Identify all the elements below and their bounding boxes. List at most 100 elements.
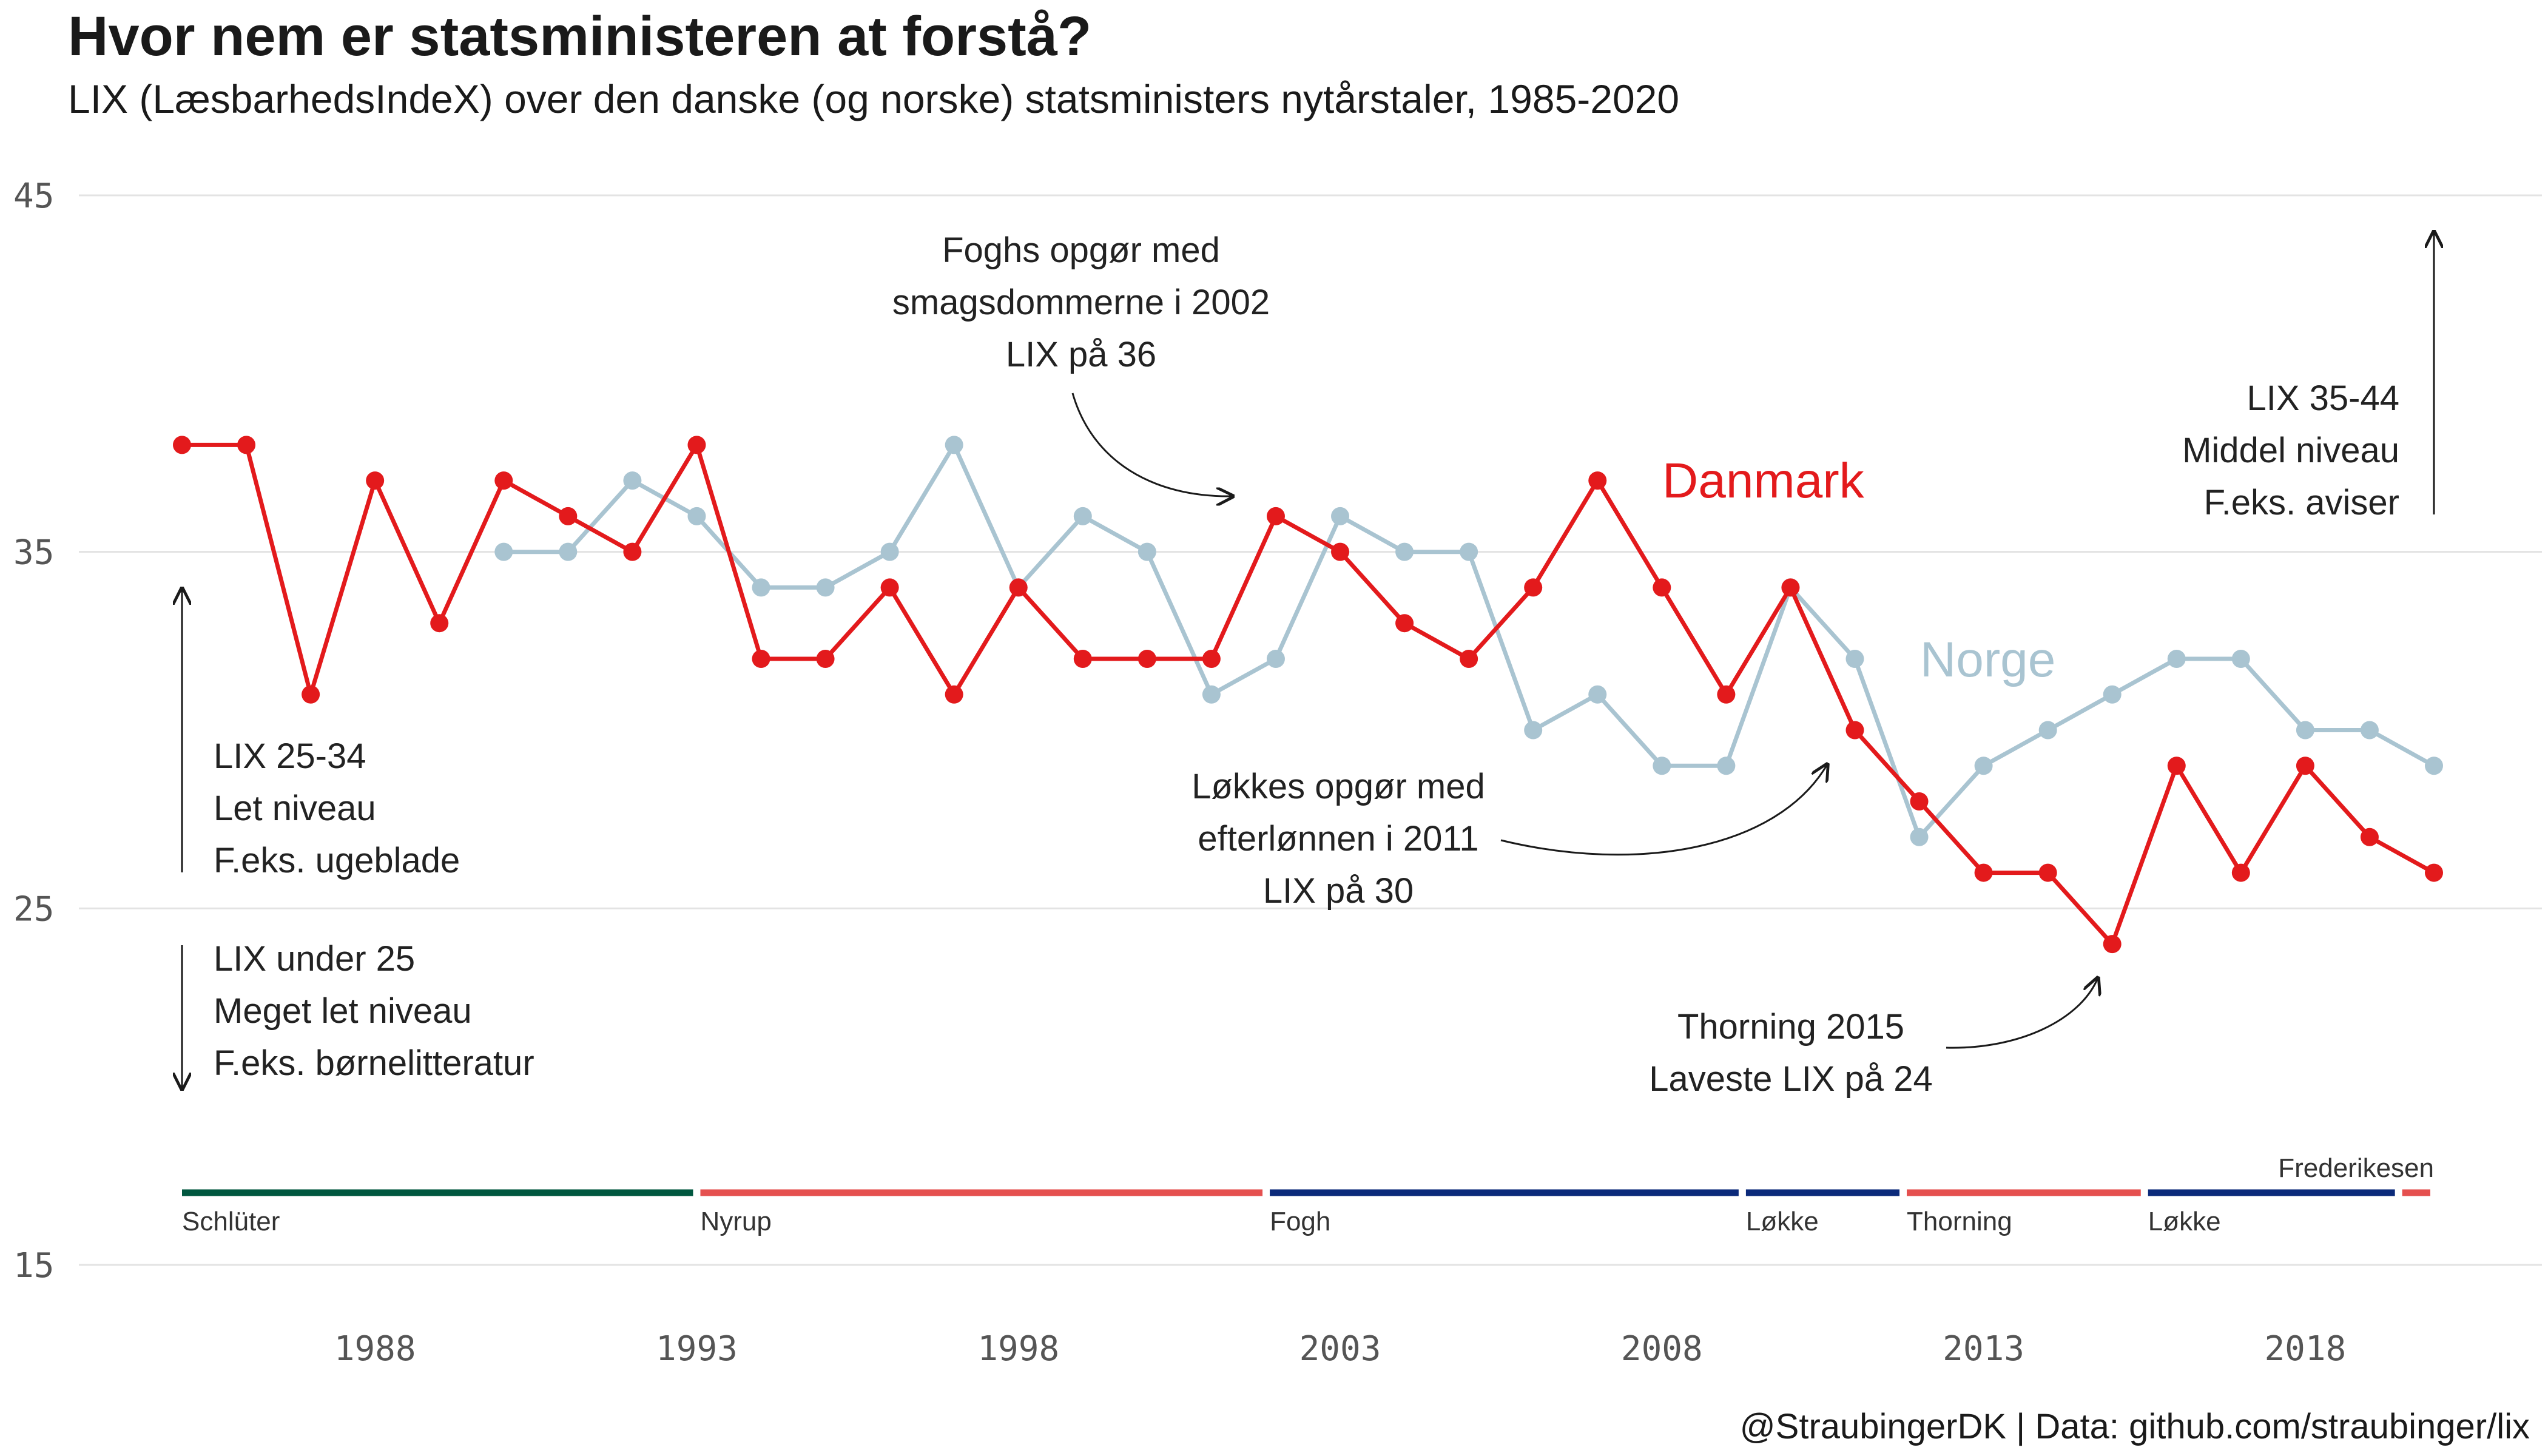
data-point — [1266, 649, 1285, 668]
data-point — [880, 578, 899, 597]
annotation-text-middel: Middel niveau — [2182, 431, 2399, 470]
annotation-text-meget-let: LIX under 25 — [214, 939, 415, 979]
x-tick-label: 1993 — [656, 1329, 738, 1369]
data-point — [1974, 863, 1993, 882]
data-point — [1653, 757, 1671, 775]
data-point — [366, 471, 385, 490]
chart-caption: @StraubingerDK | Data: github.com/straub… — [1739, 1407, 2530, 1446]
annotation-text-meget-let: Meget let niveau — [214, 991, 472, 1031]
data-point — [1781, 578, 1800, 597]
data-point — [1524, 578, 1543, 597]
data-point — [1395, 614, 1414, 633]
data-point — [1073, 649, 1092, 668]
data-point — [816, 578, 835, 597]
x-tick-label: 2018 — [2264, 1329, 2346, 1369]
annotation-arrow-thorning — [1946, 978, 2098, 1049]
data-point — [494, 471, 513, 490]
data-point — [1717, 757, 1736, 775]
annotation-text-lokke: Løkkes opgør med — [1191, 767, 1485, 806]
data-point — [1524, 721, 1543, 740]
chart-title: Hvor nem er statsministeren at forstå? — [68, 5, 1092, 67]
pm-period-label: Nyrup — [700, 1207, 771, 1236]
data-point — [1717, 685, 1736, 704]
data-point — [1460, 649, 1478, 668]
annotation-text-fogh: Foghs opgør med — [942, 231, 1220, 270]
data-point — [1009, 578, 1028, 597]
data-point — [237, 436, 256, 454]
data-point — [1395, 542, 1414, 561]
data-point — [173, 436, 191, 454]
data-point — [752, 649, 770, 668]
data-point — [2231, 863, 2250, 882]
data-point — [1974, 757, 1993, 775]
pm-period-label: Fogh — [1270, 1207, 1330, 1236]
annotation-text-fogh: smagsdommerne i 2002 — [892, 283, 1270, 322]
data-point — [430, 614, 449, 633]
data-point — [1331, 542, 1350, 561]
data-point — [1331, 507, 1350, 525]
x-tick-label: 2008 — [1621, 1329, 1703, 1369]
data-point — [945, 436, 963, 454]
data-point — [2296, 757, 2314, 775]
data-point — [2103, 935, 2122, 954]
data-point — [302, 685, 320, 704]
pm-period-label: Løkke — [2148, 1207, 2221, 1236]
annotation-arrow-lokke — [1500, 764, 1827, 856]
data-point — [1460, 542, 1478, 561]
y-tick-label: 35 — [13, 533, 54, 573]
data-point — [1588, 471, 1607, 490]
y-tick-label: 45 — [13, 177, 54, 216]
annotation-text-middel: LIX 35-44 — [2246, 379, 2399, 418]
annotation-text-fogh: LIX på 36 — [1006, 335, 1156, 374]
data-point — [752, 578, 770, 597]
annotation-text-let: F.eks. ugeblade — [214, 841, 460, 880]
x-tick-label: 2003 — [1299, 1329, 1381, 1369]
annotation-text-thorning: Thorning 2015 — [1677, 1007, 1904, 1046]
data-point — [2360, 721, 2379, 740]
data-point — [559, 507, 578, 525]
data-point — [559, 542, 578, 561]
data-point — [1202, 649, 1221, 668]
annotation-text-let: LIX 25-34 — [214, 736, 366, 776]
chart-subtitle: LIX (LæsbarhedsIndeX) over den danske (o… — [68, 76, 1680, 121]
data-point — [2038, 863, 2057, 882]
data-point — [1910, 792, 1929, 811]
data-point — [1653, 578, 1671, 597]
data-point — [623, 471, 642, 490]
data-point — [1845, 721, 1864, 740]
data-point — [494, 542, 513, 561]
pm-period-label: Løkke — [1746, 1207, 1819, 1236]
data-point — [2167, 649, 2186, 668]
data-point — [1138, 649, 1156, 668]
data-point — [2296, 721, 2314, 740]
data-point — [1138, 542, 1156, 561]
annotation-text-let: Let niveau — [214, 789, 376, 828]
annotation-text-meget-let: F.eks. børnelitteratur — [214, 1043, 534, 1083]
data-point — [1202, 685, 1221, 704]
data-point — [2360, 827, 2379, 846]
pm-period-label: Schlüter — [182, 1207, 280, 1236]
series-line — [182, 442, 2435, 946]
annotation-text-lokke: efterlønnen i 2011 — [1198, 819, 1478, 858]
x-tick-label: 1998 — [977, 1329, 1059, 1369]
x-tick-label: 1988 — [334, 1329, 416, 1369]
data-point — [2167, 757, 2186, 775]
data-point — [1588, 685, 1607, 704]
data-point — [1845, 649, 1864, 668]
series-label-norge: Norge — [1920, 632, 2055, 687]
pm-period-label: Thorning — [1907, 1207, 2012, 1236]
data-point — [2231, 649, 2250, 668]
data-point — [816, 649, 835, 668]
data-point — [687, 507, 706, 525]
data-point — [623, 542, 642, 561]
annotation-text-middel: F.eks. aviser — [2204, 483, 2399, 522]
series-label-danmark: Danmark — [1662, 453, 1865, 508]
data-point — [1266, 507, 1285, 525]
data-point — [880, 542, 899, 561]
data-point — [2425, 863, 2443, 882]
data-point — [2425, 757, 2443, 775]
data-point — [687, 436, 706, 454]
annotation-arrow-fogh — [1071, 393, 1233, 496]
data-point — [945, 685, 963, 704]
